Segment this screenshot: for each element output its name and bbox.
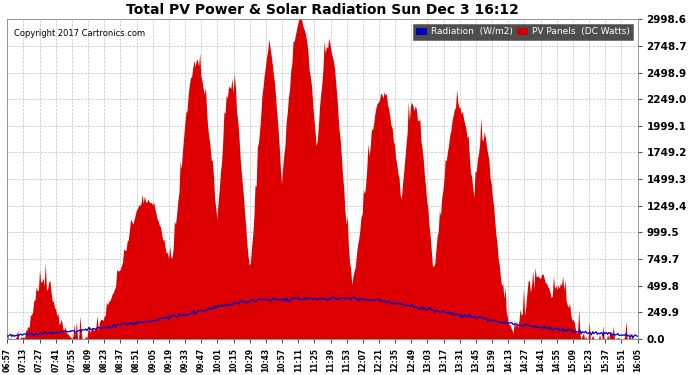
Legend: Radiation  (W/m2), PV Panels  (DC Watts): Radiation (W/m2), PV Panels (DC Watts) [413,24,633,40]
Text: Copyright 2017 Cartronics.com: Copyright 2017 Cartronics.com [14,29,145,38]
Title: Total PV Power & Solar Radiation Sun Dec 3 16:12: Total PV Power & Solar Radiation Sun Dec… [126,3,519,17]
